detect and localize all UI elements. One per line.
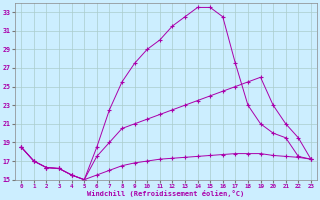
X-axis label: Windchill (Refroidissement éolien,°C): Windchill (Refroidissement éolien,°C) [87,190,245,197]
